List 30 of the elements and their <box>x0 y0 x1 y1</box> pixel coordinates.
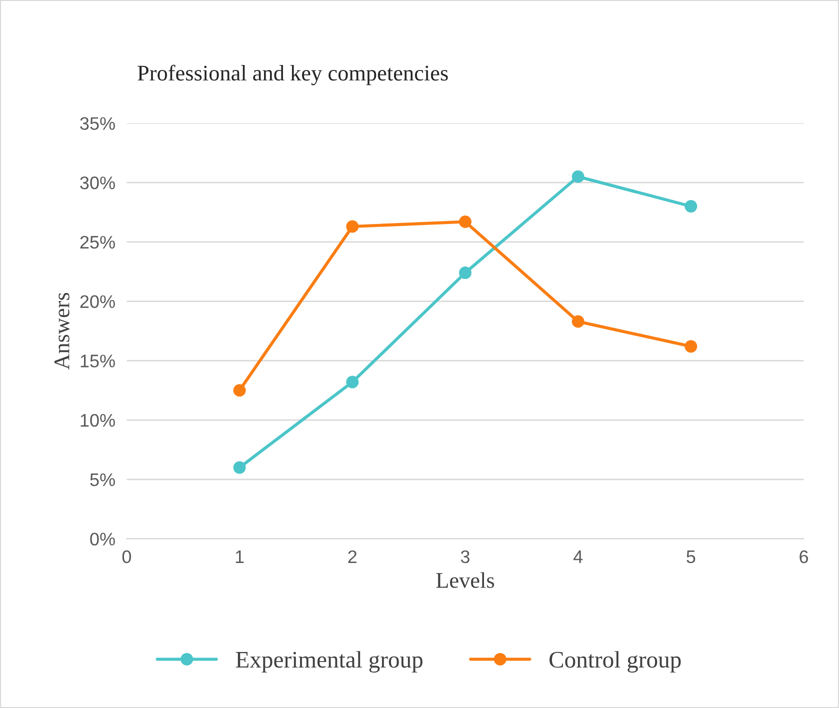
y-tick-label: 25% <box>80 236 115 249</box>
y-tick-label: 5% <box>90 473 115 486</box>
x-tick-label: 3 <box>460 550 470 564</box>
x-tick-label: 1 <box>236 550 244 563</box>
chart-title: Professional and key competencies <box>138 64 448 86</box>
x-tick-label: 2 <box>348 550 356 563</box>
point <box>458 266 472 280</box>
point <box>684 340 698 353</box>
point <box>346 376 359 388</box>
point <box>684 200 698 213</box>
x-tick-label: 4 <box>573 550 583 563</box>
x-tick-label: 5 <box>686 550 696 564</box>
point <box>233 384 246 397</box>
x-axis-title: Levels <box>436 572 494 588</box>
y-tick-label: 0% <box>90 532 115 546</box>
y-axis-title: Answers <box>54 292 70 370</box>
point <box>458 215 472 228</box>
x-tick-label: 0 <box>122 550 132 564</box>
x-tick-label: 6 <box>800 550 808 564</box>
point <box>572 170 584 183</box>
y-tick-label: 30% <box>80 176 115 190</box>
legend-label: Control group <box>550 651 681 673</box>
point <box>572 315 584 328</box>
point <box>233 461 246 474</box>
y-tick-label: 10% <box>80 414 115 427</box>
y-tick-label: 35% <box>80 117 115 130</box>
point <box>346 220 359 233</box>
y-tick-label: 20% <box>80 295 115 308</box>
legend-label: Experimental group <box>236 651 422 673</box>
y-tick-label: 15% <box>80 354 115 368</box>
